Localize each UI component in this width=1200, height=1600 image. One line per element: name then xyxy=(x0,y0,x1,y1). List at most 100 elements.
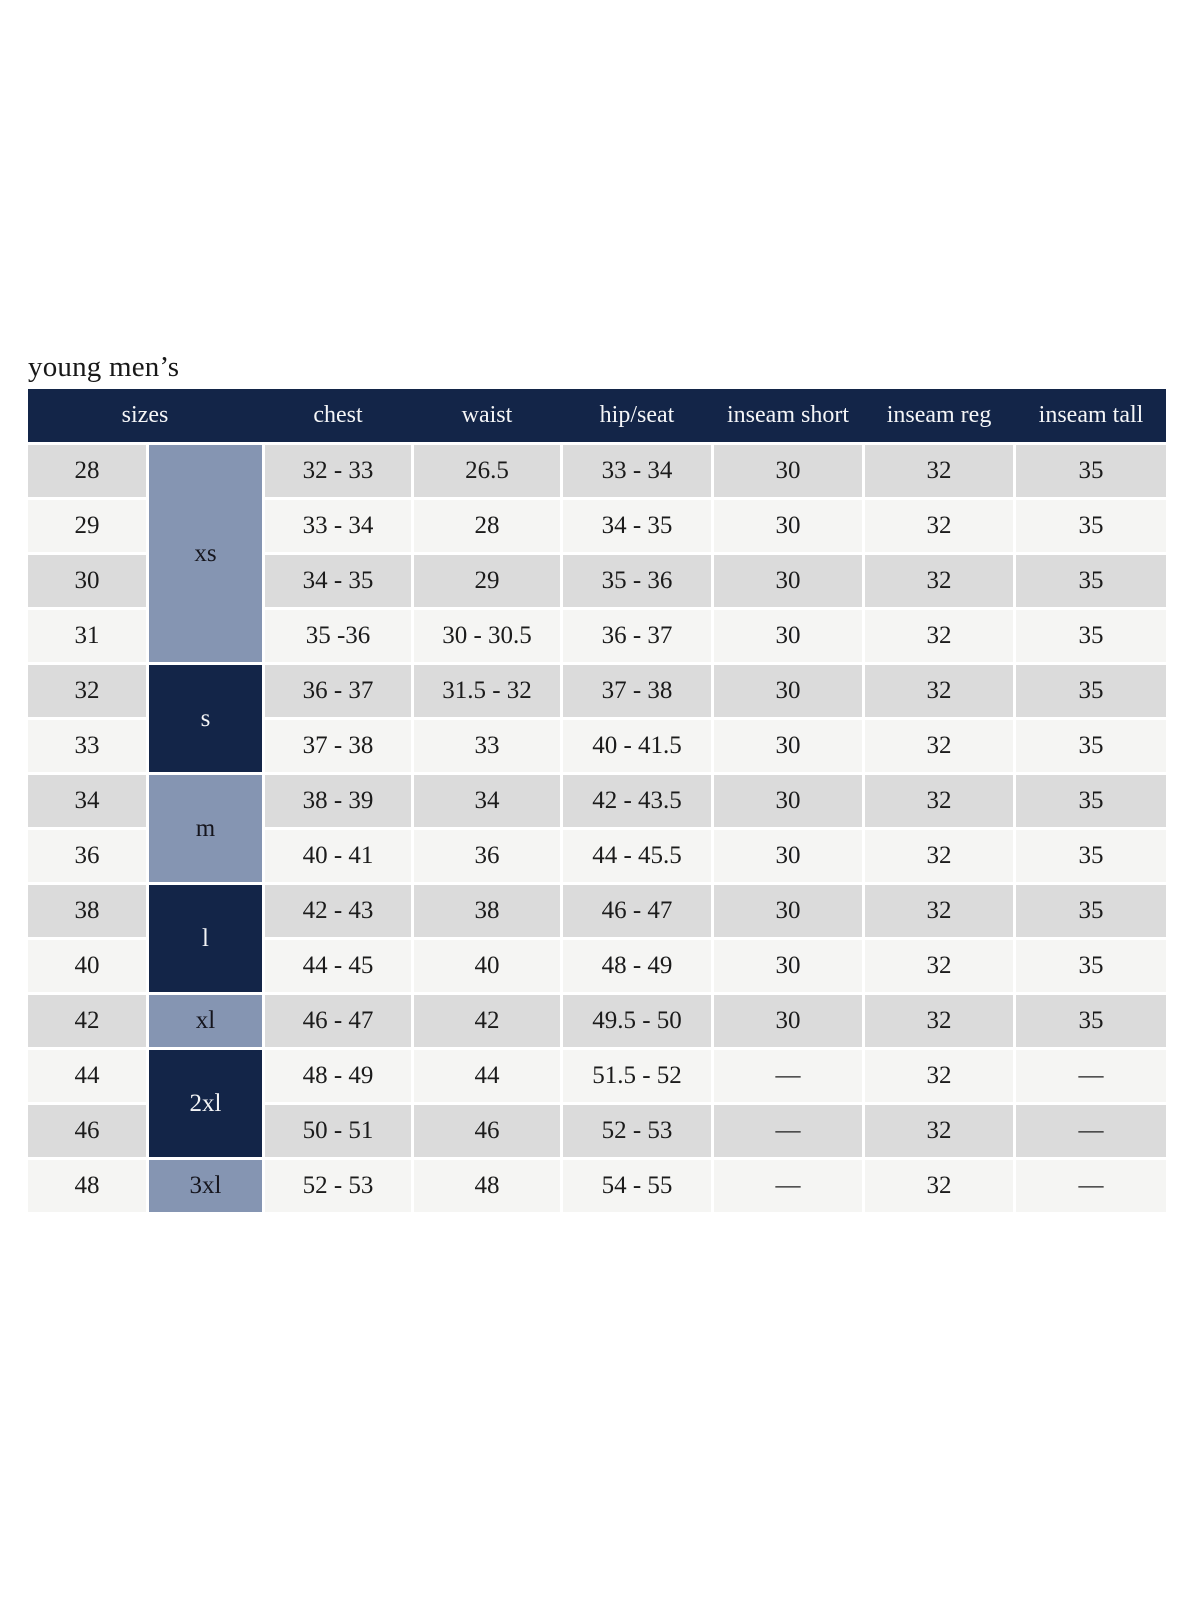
page-title: young men’s xyxy=(28,351,180,383)
inseam-short-cell: — xyxy=(714,1105,862,1157)
hip-seat-cell: 34 - 35 xyxy=(563,500,711,552)
inseam-tall-cell: 35 xyxy=(1016,500,1166,552)
inseam-short-cell: — xyxy=(714,1050,862,1102)
inseam-short-cell: 30 xyxy=(714,885,862,937)
inseam-reg-cell: 32 xyxy=(865,940,1013,992)
size-group-cell: xl xyxy=(149,995,262,1047)
size-table-body: 28 32 - 33 26.5 33 - 34 30 32 35 29 33 - 34 28 34 … xyxy=(28,445,1166,1212)
size-group-cell: 2xl xyxy=(149,1050,262,1157)
chest-cell: 52 - 53 xyxy=(265,1160,411,1212)
size-group-cell: 3xl xyxy=(149,1160,262,1212)
inseam-reg-cell: 32 xyxy=(865,885,1013,937)
size-cell: 42 xyxy=(28,995,146,1047)
size-cell: 44 xyxy=(28,1050,146,1102)
chest-cell: 50 - 51 xyxy=(265,1105,411,1157)
waist-cell: 48 xyxy=(414,1160,560,1212)
hip-seat-cell: 44 - 45.5 xyxy=(563,830,711,882)
inseam-reg-cell: 32 xyxy=(865,775,1013,827)
inseam-tall-cell: 35 xyxy=(1016,885,1166,937)
hip-seat-cell: 42 - 43.5 xyxy=(563,775,711,827)
size-cell: 29 xyxy=(28,500,146,552)
inseam-reg-cell: 32 xyxy=(865,445,1013,497)
hip-seat-cell: 33 - 34 xyxy=(563,445,711,497)
waist-cell: 44 xyxy=(414,1050,560,1102)
hip-seat-cell: 49.5 - 50 xyxy=(563,995,711,1047)
hip-seat-cell: 48 - 49 xyxy=(563,940,711,992)
chest-cell: 34 - 35 xyxy=(265,555,411,607)
inseam-short-cell: 30 xyxy=(714,500,862,552)
waist-cell: 34 xyxy=(414,775,560,827)
inseam-tall-cell: 35 xyxy=(1016,995,1166,1047)
inseam-short-cell: 30 xyxy=(714,720,862,772)
chest-cell: 40 - 41 xyxy=(265,830,411,882)
waist-cell: 40 xyxy=(414,940,560,992)
chest-cell: 38 - 39 xyxy=(265,775,411,827)
waist-cell: 46 xyxy=(414,1105,560,1157)
inseam-tall-cell: 35 xyxy=(1016,445,1166,497)
inseam-short-cell: 30 xyxy=(714,610,862,662)
column-header-waist: waist xyxy=(461,402,513,428)
hip-seat-cell: 46 - 47 xyxy=(563,885,711,937)
waist-cell: 33 xyxy=(414,720,560,772)
waist-cell: 29 xyxy=(414,555,560,607)
inseam-reg-cell: 32 xyxy=(865,720,1013,772)
size-cell: 48 xyxy=(28,1160,146,1212)
hip-seat-cell: 52 - 53 xyxy=(563,1105,711,1157)
inseam-tall-cell: 35 xyxy=(1016,940,1166,992)
size-group-cell: xs xyxy=(149,445,262,662)
inseam-reg-cell: 32 xyxy=(865,1105,1013,1157)
column-header-inseam-reg: inseam reg xyxy=(886,402,992,428)
size-cell: 31 xyxy=(28,610,146,662)
inseam-short-cell: 30 xyxy=(714,775,862,827)
size-cell: 32 xyxy=(28,665,146,717)
inseam-short-cell: 30 xyxy=(714,665,862,717)
inseam-reg-cell: 32 xyxy=(865,555,1013,607)
column-header-sizes: sizes xyxy=(121,402,169,428)
inseam-short-cell: 30 xyxy=(714,940,862,992)
inseam-tall-cell: — xyxy=(1016,1160,1166,1212)
inseam-tall-cell: — xyxy=(1016,1050,1166,1102)
hip-seat-cell: 36 - 37 xyxy=(563,610,711,662)
waist-cell: 31.5 - 32 xyxy=(414,665,560,717)
inseam-tall-cell: 35 xyxy=(1016,665,1166,717)
chest-cell: 33 - 34 xyxy=(265,500,411,552)
inseam-tall-cell: 35 xyxy=(1016,775,1166,827)
waist-cell: 30 - 30.5 xyxy=(414,610,560,662)
size-cell: 38 xyxy=(28,885,146,937)
size-cell: 28 xyxy=(28,445,146,497)
inseam-reg-cell: 32 xyxy=(865,995,1013,1047)
inseam-reg-cell: 32 xyxy=(865,830,1013,882)
size-chart-section: young men’s sizes chest waist hip/seat i… xyxy=(28,350,1166,1212)
column-header-inseam-short: inseam short xyxy=(727,402,849,428)
size-cell: 33 xyxy=(28,720,146,772)
inseam-tall-cell: 35 xyxy=(1016,830,1166,882)
column-header-chest: chest xyxy=(313,402,363,428)
inseam-short-cell: 30 xyxy=(714,995,862,1047)
chest-cell: 35 -36 xyxy=(265,610,411,662)
chest-cell: 46 - 47 xyxy=(265,995,411,1047)
inseam-short-cell: 30 xyxy=(714,555,862,607)
hip-seat-cell: 40 - 41.5 xyxy=(563,720,711,772)
chest-cell: 32 - 33 xyxy=(265,445,411,497)
inseam-reg-cell: 32 xyxy=(865,1050,1013,1102)
size-cell: 46 xyxy=(28,1105,146,1157)
waist-cell: 38 xyxy=(414,885,560,937)
inseam-tall-cell: — xyxy=(1016,1105,1166,1157)
hip-seat-cell: 51.5 - 52 xyxy=(563,1050,711,1102)
size-group-cell: m xyxy=(149,775,262,882)
inseam-short-cell: — xyxy=(714,1160,862,1212)
inseam-reg-cell: 32 xyxy=(865,500,1013,552)
inseam-tall-cell: 35 xyxy=(1016,555,1166,607)
inseam-short-cell: 30 xyxy=(714,830,862,882)
inseam-reg-cell: 32 xyxy=(865,1160,1013,1212)
size-cell: 40 xyxy=(28,940,146,992)
inseam-reg-cell: 32 xyxy=(865,610,1013,662)
size-cell: 34 xyxy=(28,775,146,827)
waist-cell: 28 xyxy=(414,500,560,552)
size-group-cell: s xyxy=(149,665,262,772)
size-group-cell: l xyxy=(149,885,262,992)
size-cell: 30 xyxy=(28,555,146,607)
hip-seat-cell: 54 - 55 xyxy=(563,1160,711,1212)
chest-cell: 36 - 37 xyxy=(265,665,411,717)
chest-cell: 48 - 49 xyxy=(265,1050,411,1102)
